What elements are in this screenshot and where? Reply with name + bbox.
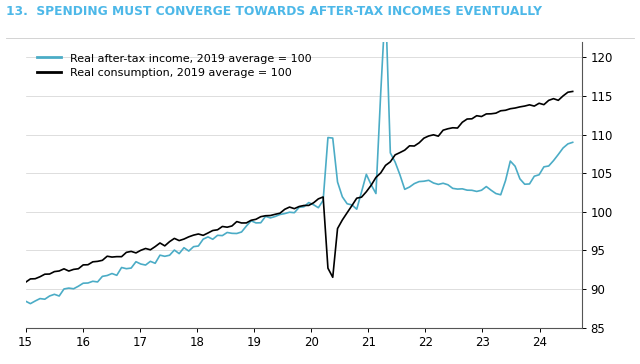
Text: 130.8, March 2021: 130.8, March 2021 (0, 363, 1, 364)
Legend: Real after-tax income, 2019 average = 100, Real consumption, 2019 average = 100: Real after-tax income, 2019 average = 10… (36, 53, 312, 78)
Text: 13.  SPENDING MUST CONVERGE TOWARDS AFTER-TAX INCOMES EVENTUALLY: 13. SPENDING MUST CONVERGE TOWARDS AFTER… (6, 5, 543, 19)
